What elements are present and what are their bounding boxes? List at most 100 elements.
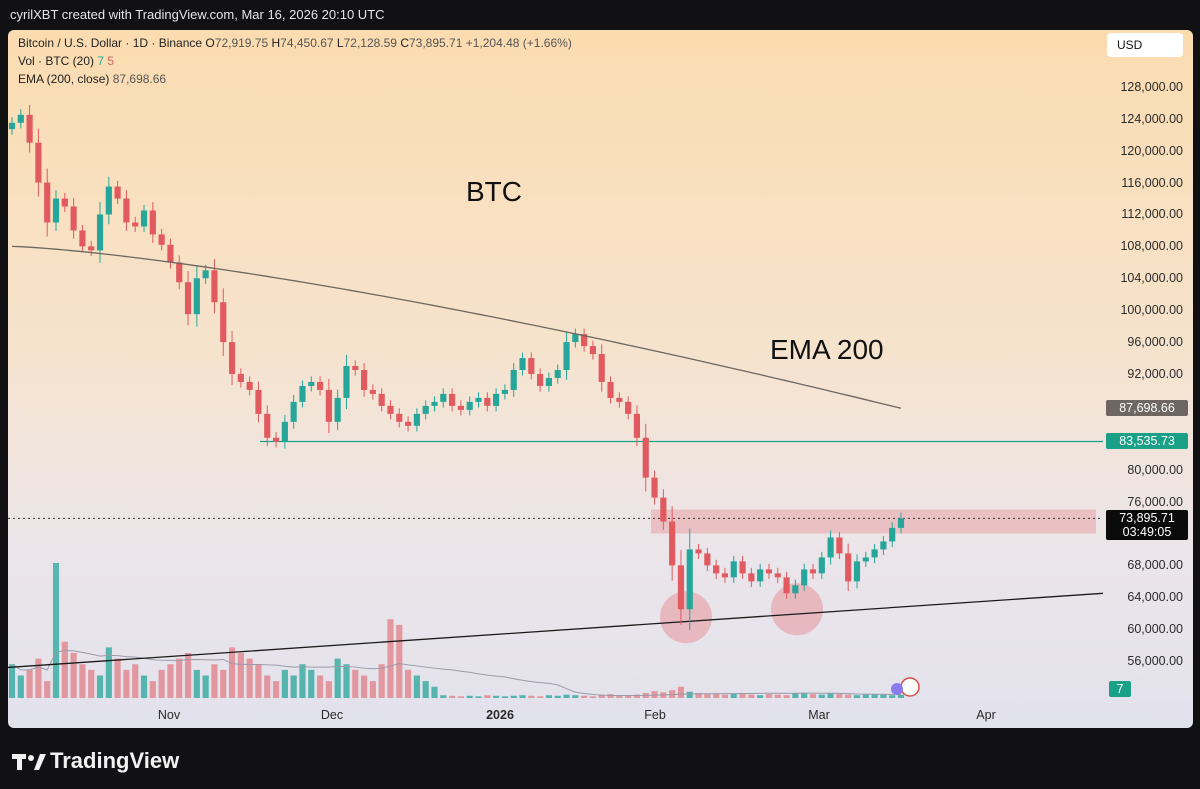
current-price-value: 73,895.71: [1119, 511, 1175, 526]
candle-body: [845, 553, 852, 582]
candle-body: [405, 421, 412, 426]
legend-low: 72,128.59: [343, 36, 397, 50]
candle-body: [537, 373, 544, 386]
annotation-btc: BTC: [466, 176, 522, 207]
candle-body: [686, 549, 693, 610]
candle-body: [765, 569, 773, 574]
candle-body: [290, 401, 297, 422]
candle-body: [132, 222, 139, 227]
volume-bar: [501, 696, 508, 698]
candle-body: [677, 565, 685, 610]
candle-body: [581, 334, 588, 347]
candle-body: [809, 569, 817, 574]
volume-bar: [475, 696, 482, 698]
legend-volume: Vol · BTC (20) 7 5: [18, 54, 114, 68]
volume-bar: [325, 681, 332, 698]
candle-body: [889, 527, 896, 542]
legend-high-label: H: [271, 36, 281, 50]
candle-body: [695, 549, 702, 554]
candle-body: [114, 186, 121, 199]
candle-body: [184, 282, 192, 315]
resistance-price-tag: 83,535.73: [1106, 433, 1188, 450]
volume-bar: [836, 694, 843, 698]
candle-body: [493, 393, 500, 406]
candle-body: [757, 569, 764, 582]
volume-bar: [818, 694, 825, 698]
volume-bar: [616, 695, 623, 698]
candle-body: [501, 389, 508, 394]
candle-body: [880, 541, 887, 550]
economic-event-icon: [900, 677, 920, 697]
volume-bar: [713, 694, 720, 698]
volume-bar: [387, 619, 394, 698]
candle-body: [237, 373, 244, 382]
volume-bar: [493, 695, 500, 698]
candle-body: [897, 518, 905, 528]
price-axis-label: 80,000.00: [1127, 462, 1183, 477]
candle-body: [44, 182, 51, 223]
volume-bar: [510, 695, 517, 698]
candle-body: [519, 358, 526, 370]
volume-bar: [774, 694, 781, 698]
volume-bar: [765, 694, 773, 698]
candle-body: [35, 142, 42, 183]
price-chart[interactable]: [8, 30, 1193, 728]
volume-bar: [845, 694, 852, 698]
price-axis-label: 112,000.00: [1121, 207, 1183, 222]
candle-body: [862, 557, 869, 562]
candle-body: [651, 477, 658, 498]
price-axis-label: 56,000.00: [1127, 654, 1183, 669]
candle-body: [105, 186, 112, 215]
volume-bar: [316, 675, 324, 698]
time-axis-label: 2026: [486, 708, 514, 722]
volume-bar: [396, 624, 403, 698]
candle-body: [625, 401, 632, 414]
candle-body: [853, 561, 861, 582]
tradingview-brand[interactable]: TradingView: [12, 748, 179, 774]
volume-bar: [255, 664, 262, 698]
candle-body: [572, 334, 579, 343]
price-axis-label: 76,000.00: [1127, 494, 1183, 509]
candle-body: [545, 377, 553, 386]
candle-body: [369, 389, 376, 394]
candle-body: [748, 573, 755, 582]
volume-bar: [26, 669, 33, 698]
candle-body: [827, 537, 834, 558]
volume-bar: [589, 696, 597, 698]
candle-body: [8, 122, 16, 130]
candle-body: [642, 437, 649, 478]
volume-bar: [176, 658, 183, 698]
volume-bar: [70, 653, 77, 698]
volume-bar: [730, 694, 737, 698]
volume-bar: [809, 694, 817, 698]
volume-bar: [880, 694, 887, 698]
volume-bar: [792, 693, 799, 698]
volume-bar: [528, 695, 535, 698]
chart-panel[interactable]: Bitcoin / U.S. Dollar · 1D · Binance O72…: [8, 30, 1193, 728]
candle-body: [721, 573, 729, 578]
volume-bar: [889, 695, 896, 698]
time-axis-label: Dec: [320, 708, 344, 722]
candle-body: [96, 214, 104, 251]
support-trendline: [8, 592, 1104, 669]
candle-body: [413, 413, 420, 426]
volume-tag: 7: [1109, 681, 1131, 697]
candle-body: [193, 278, 200, 315]
current-price-tag: 73,895.71 03:49:05: [1106, 510, 1188, 541]
legend-vol-a: 7: [97, 54, 105, 68]
volume-bar: [748, 694, 755, 698]
price-axis[interactable]: 56,000.0060,000.0064,000.0068,000.0072,0…: [1103, 30, 1193, 728]
volume-bar: [519, 695, 526, 698]
legend-ema: EMA (200, close) 87,698.66: [18, 72, 166, 86]
candle-body: [26, 114, 33, 143]
price-axis-label: 64,000.00: [1127, 590, 1183, 605]
candle-body: [660, 497, 667, 522]
volume-bar: [334, 658, 341, 698]
volume-bar: [158, 669, 165, 698]
volume-bar: [228, 647, 236, 698]
volume-bar: [827, 693, 834, 698]
candle-body: [255, 389, 262, 414]
currency-selector[interactable]: USD: [1107, 33, 1183, 57]
legend-close-label: C: [400, 36, 409, 50]
legend-ema-label: EMA (200, close): [18, 72, 110, 86]
